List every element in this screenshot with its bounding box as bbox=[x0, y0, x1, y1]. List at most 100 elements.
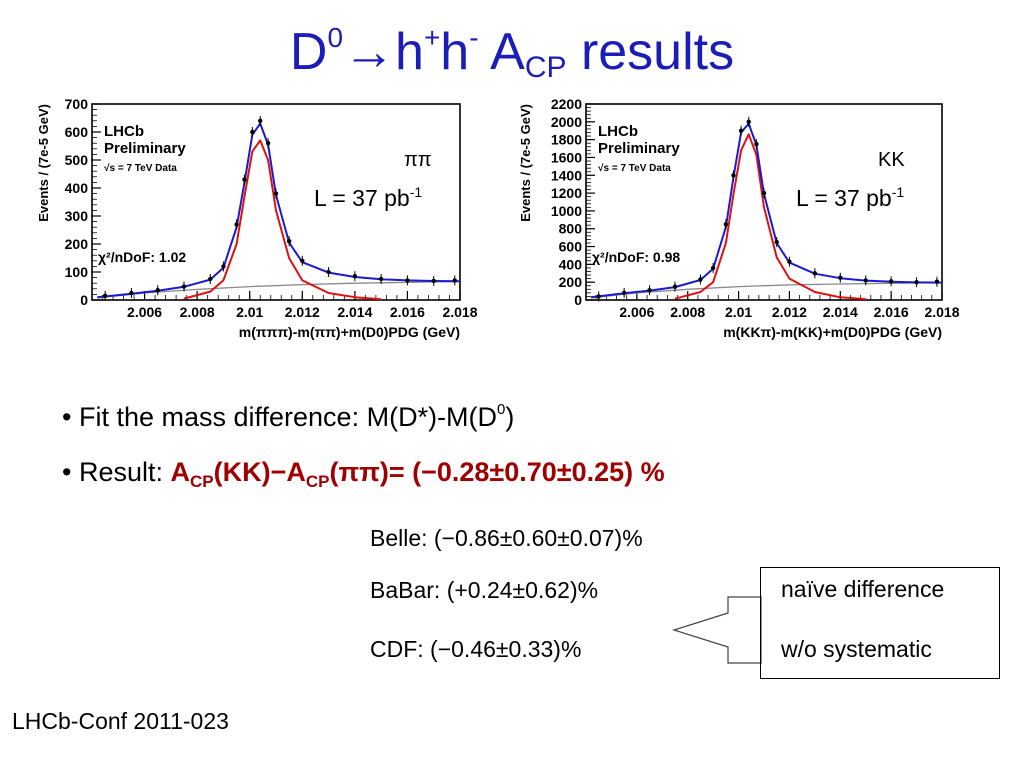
result-kk: (KK)−A bbox=[213, 457, 306, 487]
x-tick-label: 2.006 bbox=[127, 304, 162, 320]
data-point bbox=[208, 276, 213, 282]
data-point bbox=[838, 275, 843, 280]
y-tick-label: 100 bbox=[65, 264, 89, 280]
result-cp2: CP bbox=[305, 472, 330, 491]
chi2-label: χ²/nDoF: 1.02 bbox=[98, 249, 186, 265]
data-point bbox=[710, 265, 716, 271]
cdf-result: CDF: (−0.46±0.33)% bbox=[370, 636, 582, 662]
belle-result: Belle: (−0.86±0.60±0.07)% bbox=[370, 525, 643, 551]
data-point bbox=[431, 278, 436, 284]
y-tick-label: 1400 bbox=[551, 167, 582, 183]
y-tick-label: 2200 bbox=[551, 96, 582, 112]
lhcb-label: LHCb bbox=[598, 123, 638, 140]
data-point bbox=[888, 279, 894, 284]
x-tick-label: 2.014 bbox=[337, 304, 372, 320]
title-d: D bbox=[289, 23, 328, 81]
result-a1: A bbox=[170, 457, 191, 487]
data-point bbox=[672, 284, 678, 289]
decay-mode-label: KK bbox=[878, 149, 905, 171]
data-point bbox=[129, 290, 134, 296]
title-h1: h bbox=[395, 23, 424, 81]
data-point bbox=[787, 259, 792, 264]
title-arrow: → bbox=[343, 23, 396, 81]
y-tick-label: 1200 bbox=[551, 185, 582, 201]
x-tick-label: 2.016 bbox=[390, 304, 425, 320]
data-point bbox=[265, 141, 271, 146]
data-point bbox=[698, 277, 703, 282]
slide-title: D0→h+h- ACP results bbox=[0, 6, 1024, 100]
background-curve bbox=[97, 280, 461, 299]
y-tick-label: 700 bbox=[65, 96, 89, 112]
x-tick-label: 2.008 bbox=[670, 304, 705, 320]
babar-result: BaBar: (+0.24±0.62)% bbox=[370, 577, 599, 603]
data-point bbox=[286, 239, 292, 244]
data-point bbox=[273, 191, 279, 196]
data-point bbox=[234, 222, 239, 227]
x-tick-label: 2.016 bbox=[874, 304, 909, 320]
chi2-label: χ²/nDoF: 0.98 bbox=[592, 249, 680, 265]
bullet-fit-text: • Fit the mass difference: M(D*)-M(D bbox=[62, 402, 498, 432]
data-point bbox=[746, 119, 751, 125]
note-line1: naïve difference bbox=[781, 576, 945, 602]
data-point bbox=[378, 276, 384, 282]
data-point bbox=[258, 118, 263, 123]
title-rest: results bbox=[566, 23, 735, 81]
data-point bbox=[250, 129, 255, 135]
y-axis-title: Events / (7e-5 GeV) bbox=[518, 104, 533, 222]
data-point bbox=[102, 293, 108, 298]
background-curve bbox=[591, 281, 943, 299]
x-tick-label: 2.018 bbox=[442, 304, 477, 320]
pipi-svg: 0 100 200 300 400 500 600 700 2.006 2.008 2.01 2.01… bbox=[36, 96, 478, 340]
luminosity-sup: -1 bbox=[892, 184, 905, 200]
luminosity-sup: -1 bbox=[410, 184, 423, 200]
data-point bbox=[326, 269, 331, 275]
data-point bbox=[155, 288, 160, 293]
x-axis-title: m(KKπ)-m(KK)+m(D0)PDG (GeV) bbox=[723, 324, 942, 340]
energy-label: √s = 7 TeV Data bbox=[598, 163, 671, 174]
kk-mass-plot: 0 200 400 600 800 1000 1200 1400 1600 1800 2000 220… bbox=[516, 96, 976, 351]
data-point bbox=[405, 278, 410, 283]
x-tick-label: 2.008 bbox=[180, 304, 215, 320]
title-d-sup: 0 bbox=[327, 22, 344, 53]
x-tick-label: 2.018 bbox=[924, 304, 959, 320]
data-point bbox=[621, 290, 627, 296]
data-point bbox=[221, 264, 226, 269]
result-cp1: CP bbox=[190, 472, 214, 491]
title-h1-sup: + bbox=[423, 22, 441, 53]
title-a-sub: CP bbox=[524, 51, 567, 84]
plot-frame bbox=[91, 103, 461, 301]
plot-frame bbox=[585, 103, 943, 301]
y-tick-label: 1800 bbox=[551, 132, 582, 148]
data-point bbox=[731, 173, 736, 178]
data-point bbox=[761, 190, 767, 196]
data-point bbox=[754, 141, 759, 147]
data-point bbox=[300, 258, 305, 263]
y-tick-label: 400 bbox=[559, 256, 583, 272]
y-tick-label: 200 bbox=[559, 274, 583, 290]
data-point bbox=[934, 279, 940, 284]
luminosity-label: L = 37 pb-1 bbox=[796, 184, 904, 211]
preliminary-label: Preliminary bbox=[598, 140, 680, 157]
title-a: A bbox=[478, 23, 525, 81]
y-tick-label: 2000 bbox=[551, 114, 582, 130]
data-point bbox=[452, 278, 457, 283]
y-tick-label: 600 bbox=[559, 239, 583, 255]
total-fit-curve bbox=[590, 122, 943, 299]
bullet-fit-sup: 0 bbox=[497, 401, 506, 418]
data-point bbox=[181, 284, 187, 289]
energy-label: √s = 7 TeV Data bbox=[104, 163, 177, 174]
pipi-mass-plot: 0 100 200 300 400 500 600 700 2.006 2.008 2.01 2.01… bbox=[34, 96, 494, 351]
total-fit-curve bbox=[97, 122, 461, 299]
y-tick-label: 0 bbox=[80, 292, 88, 308]
data-point bbox=[647, 288, 652, 293]
data-point bbox=[774, 239, 779, 245]
bullet-result: • Result: ACP(KK)−ACP(ππ)= (−0.28±0.70±0… bbox=[62, 455, 665, 499]
title-h2: h bbox=[440, 23, 470, 81]
x-tick-label: 2.01 bbox=[725, 304, 752, 320]
data-point bbox=[738, 128, 744, 133]
bullet-result-label: • Result: bbox=[62, 457, 171, 487]
x-tick-label: 2.006 bbox=[619, 304, 654, 320]
y-tick-label: 1600 bbox=[551, 149, 582, 165]
bullet-fit: • Fit the mass difference: M(D*)-M(D0) bbox=[62, 393, 514, 434]
